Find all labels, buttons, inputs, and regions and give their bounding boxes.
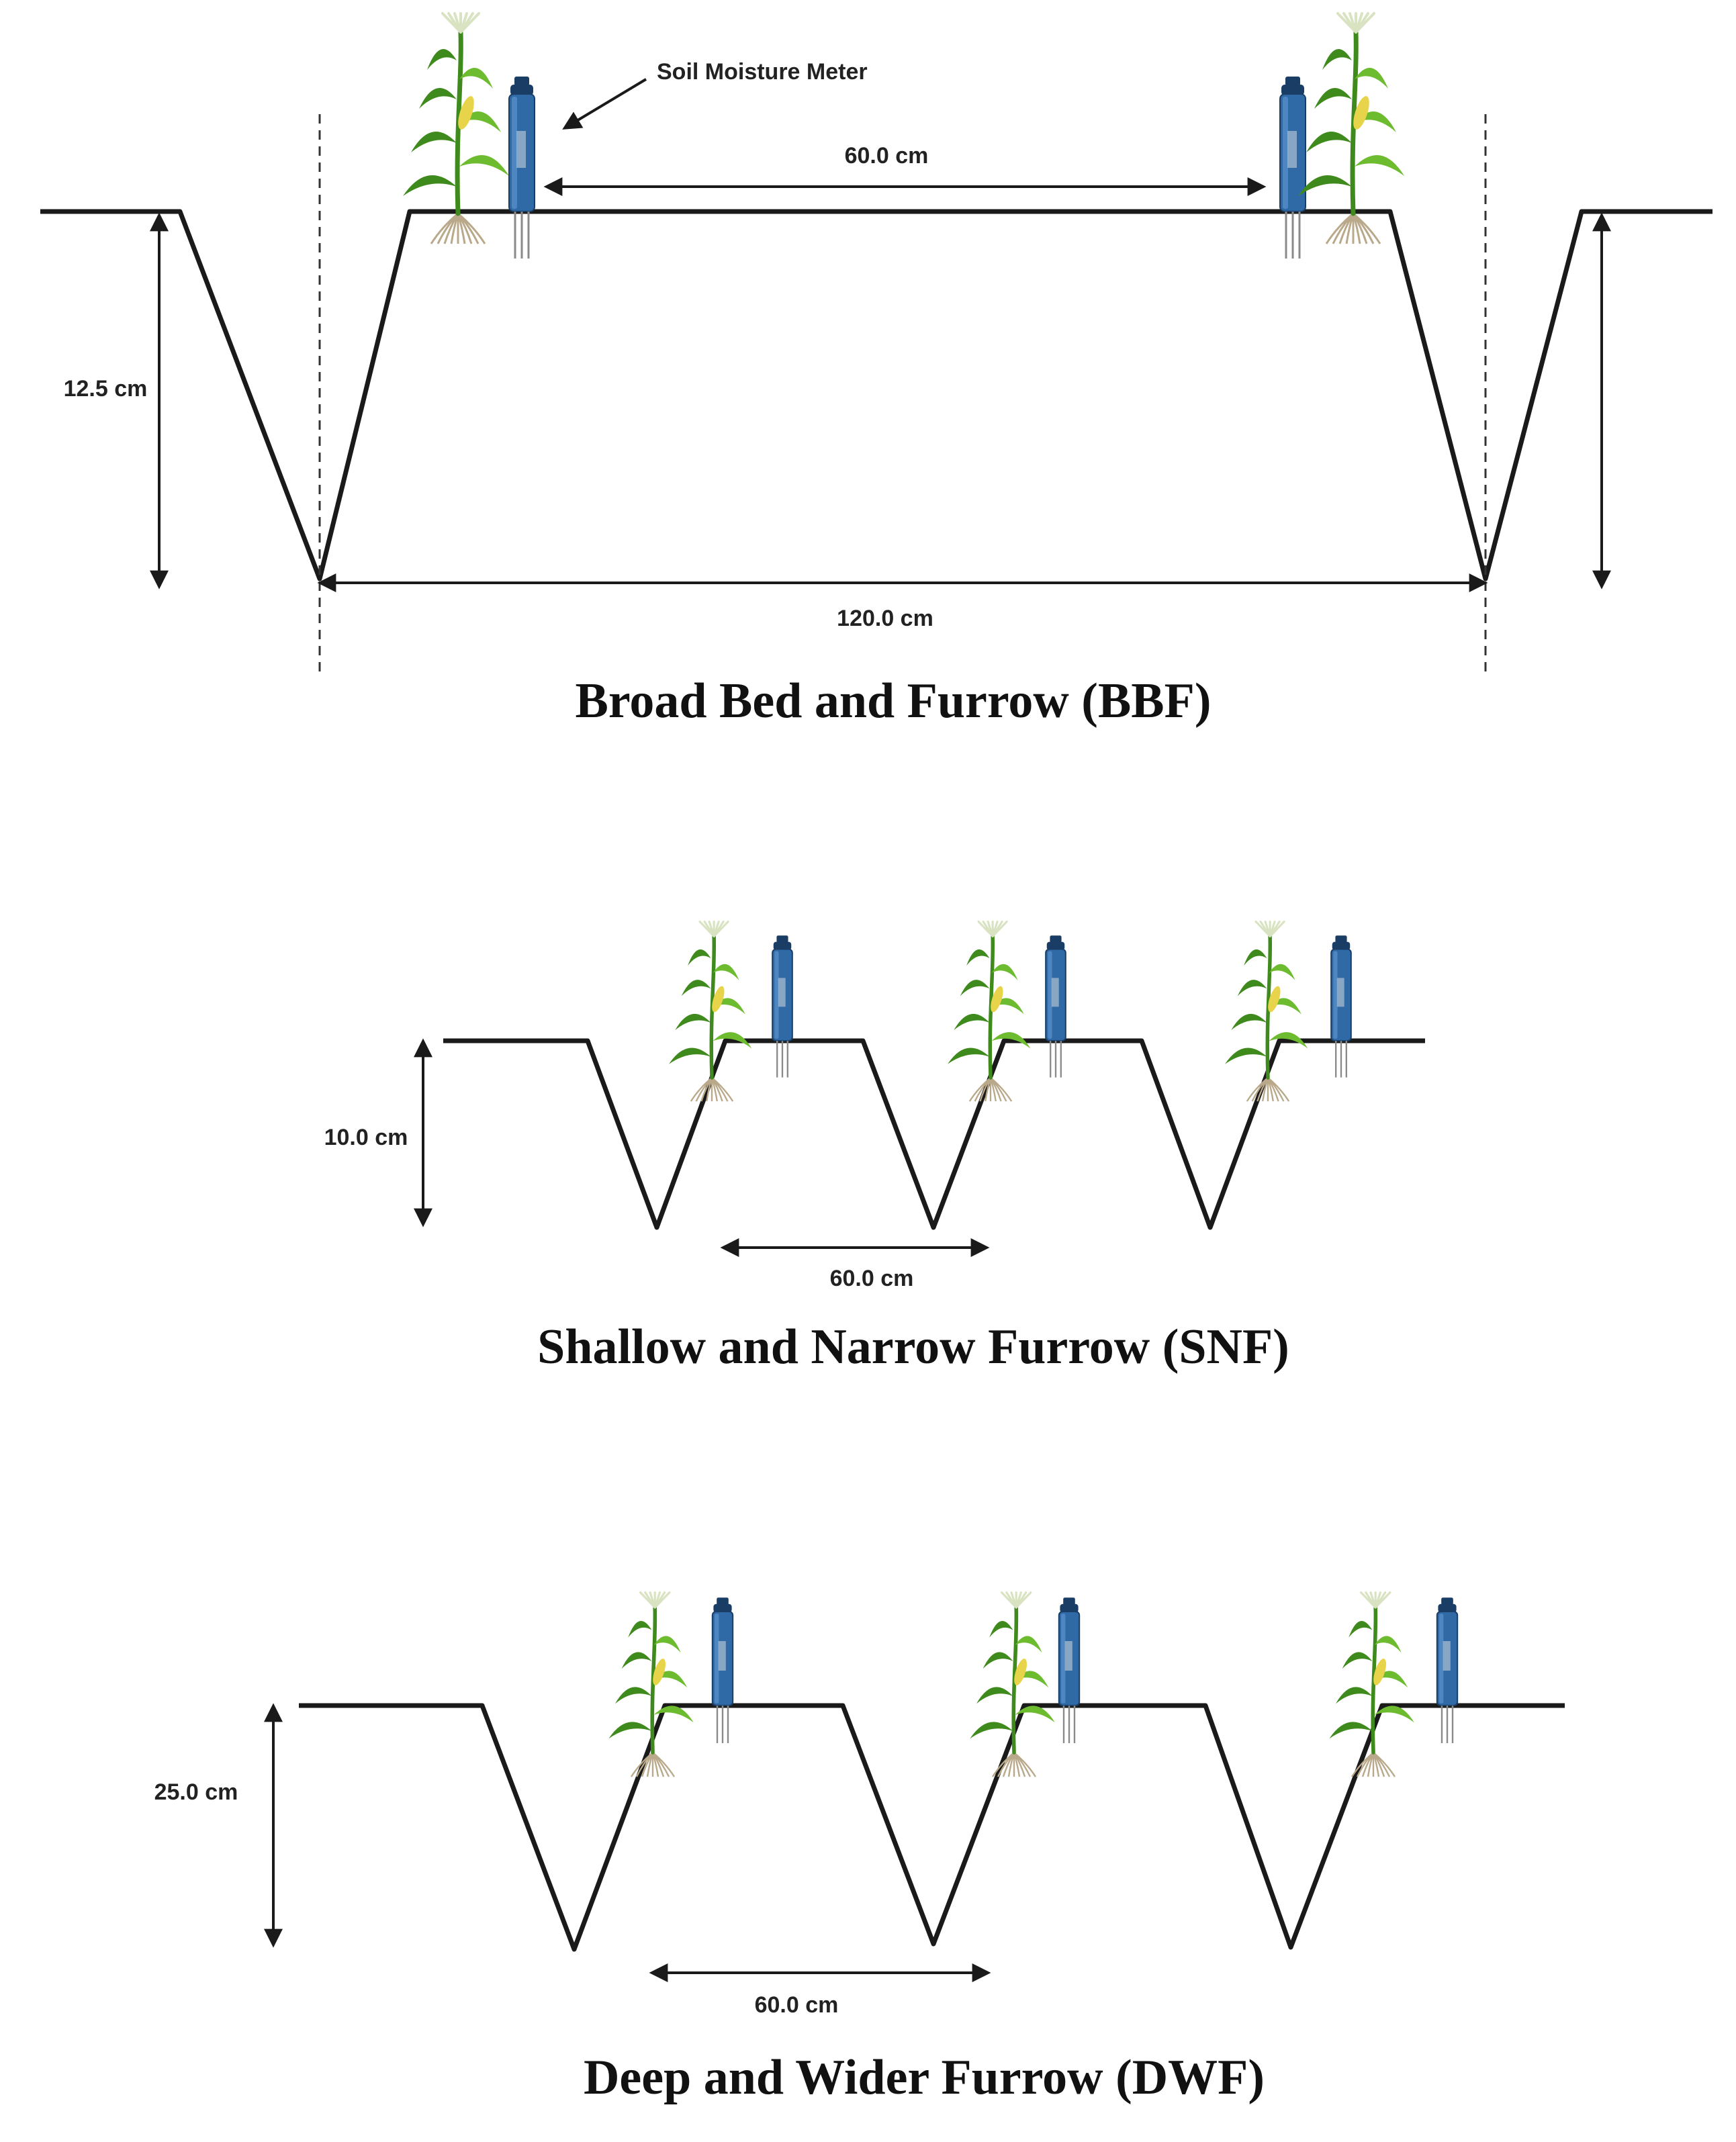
meter-callout-label: Soil Moisture Meter xyxy=(657,59,868,85)
bbf-bottom-width-label: 120.0 cm xyxy=(837,606,933,631)
bbf-right-plant-icon xyxy=(1298,12,1404,244)
dwf-spacing-label: 60.0 cm xyxy=(755,1992,839,2018)
dwf-plant-icon-3 xyxy=(1329,1591,1414,1777)
snf-meter-icon-2 xyxy=(1045,935,1066,1078)
snf-plant-icon-3 xyxy=(1225,921,1308,1102)
bbf-left-meter-icon xyxy=(508,77,535,259)
dwf-plant-icon-1 xyxy=(608,1591,694,1777)
dwf-title: Deep and Wider Furrow (DWF) xyxy=(584,2050,1265,2105)
bbf-panel: 60.0 cm 12.5 cm 120.0 cm Soil Moisture M… xyxy=(40,59,1712,729)
snf-plant-icon-2 xyxy=(948,921,1031,1102)
dwf-meter-icon-1 xyxy=(711,1597,734,1743)
bbf-right-meter-icon xyxy=(1279,77,1306,259)
snf-depth-label: 10.0 cm xyxy=(324,1125,408,1150)
dwf-depth-label: 25.0 cm xyxy=(154,1779,238,1805)
dwf-plant-icon-2 xyxy=(970,1591,1055,1777)
snf-plant-icon-1 xyxy=(669,921,752,1102)
dwf-meter-icon-3 xyxy=(1436,1597,1459,1743)
bbf-bed-profile xyxy=(40,209,1712,581)
snf-title: Shallow and Narrow Furrow (SNF) xyxy=(537,1319,1289,1375)
snf-panel: 10.0 cm 60.0 cm Shallow and Narrow Furro… xyxy=(324,1038,1425,1375)
dwf-furrow-profile xyxy=(299,1703,1565,1952)
snf-meter-icon-3 xyxy=(1330,935,1352,1078)
dwf-panel: 25.0 cm 60.0 cm Deep and Wider Furrow (D… xyxy=(154,1703,1565,2105)
bbf-left-plant-icon xyxy=(403,12,509,244)
snf-furrow-profile xyxy=(443,1038,1425,1230)
dwf-meter-icon-2 xyxy=(1058,1597,1081,1743)
snf-meter-icon-1 xyxy=(772,935,793,1078)
illustrations xyxy=(403,12,1459,1777)
snf-spacing-label: 60.0 cm xyxy=(830,1266,914,1291)
bbf-title: Broad Bed and Furrow (BBF) xyxy=(575,673,1211,729)
bbf-depth-label: 12.5 cm xyxy=(64,376,148,402)
bbf-top-width-label: 60.0 cm xyxy=(845,143,929,169)
meter-callout-arrow xyxy=(562,78,647,130)
